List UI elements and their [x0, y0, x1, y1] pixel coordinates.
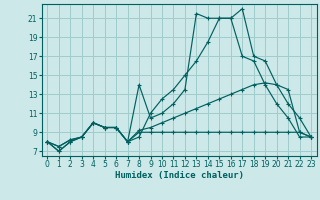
- X-axis label: Humidex (Indice chaleur): Humidex (Indice chaleur): [115, 171, 244, 180]
